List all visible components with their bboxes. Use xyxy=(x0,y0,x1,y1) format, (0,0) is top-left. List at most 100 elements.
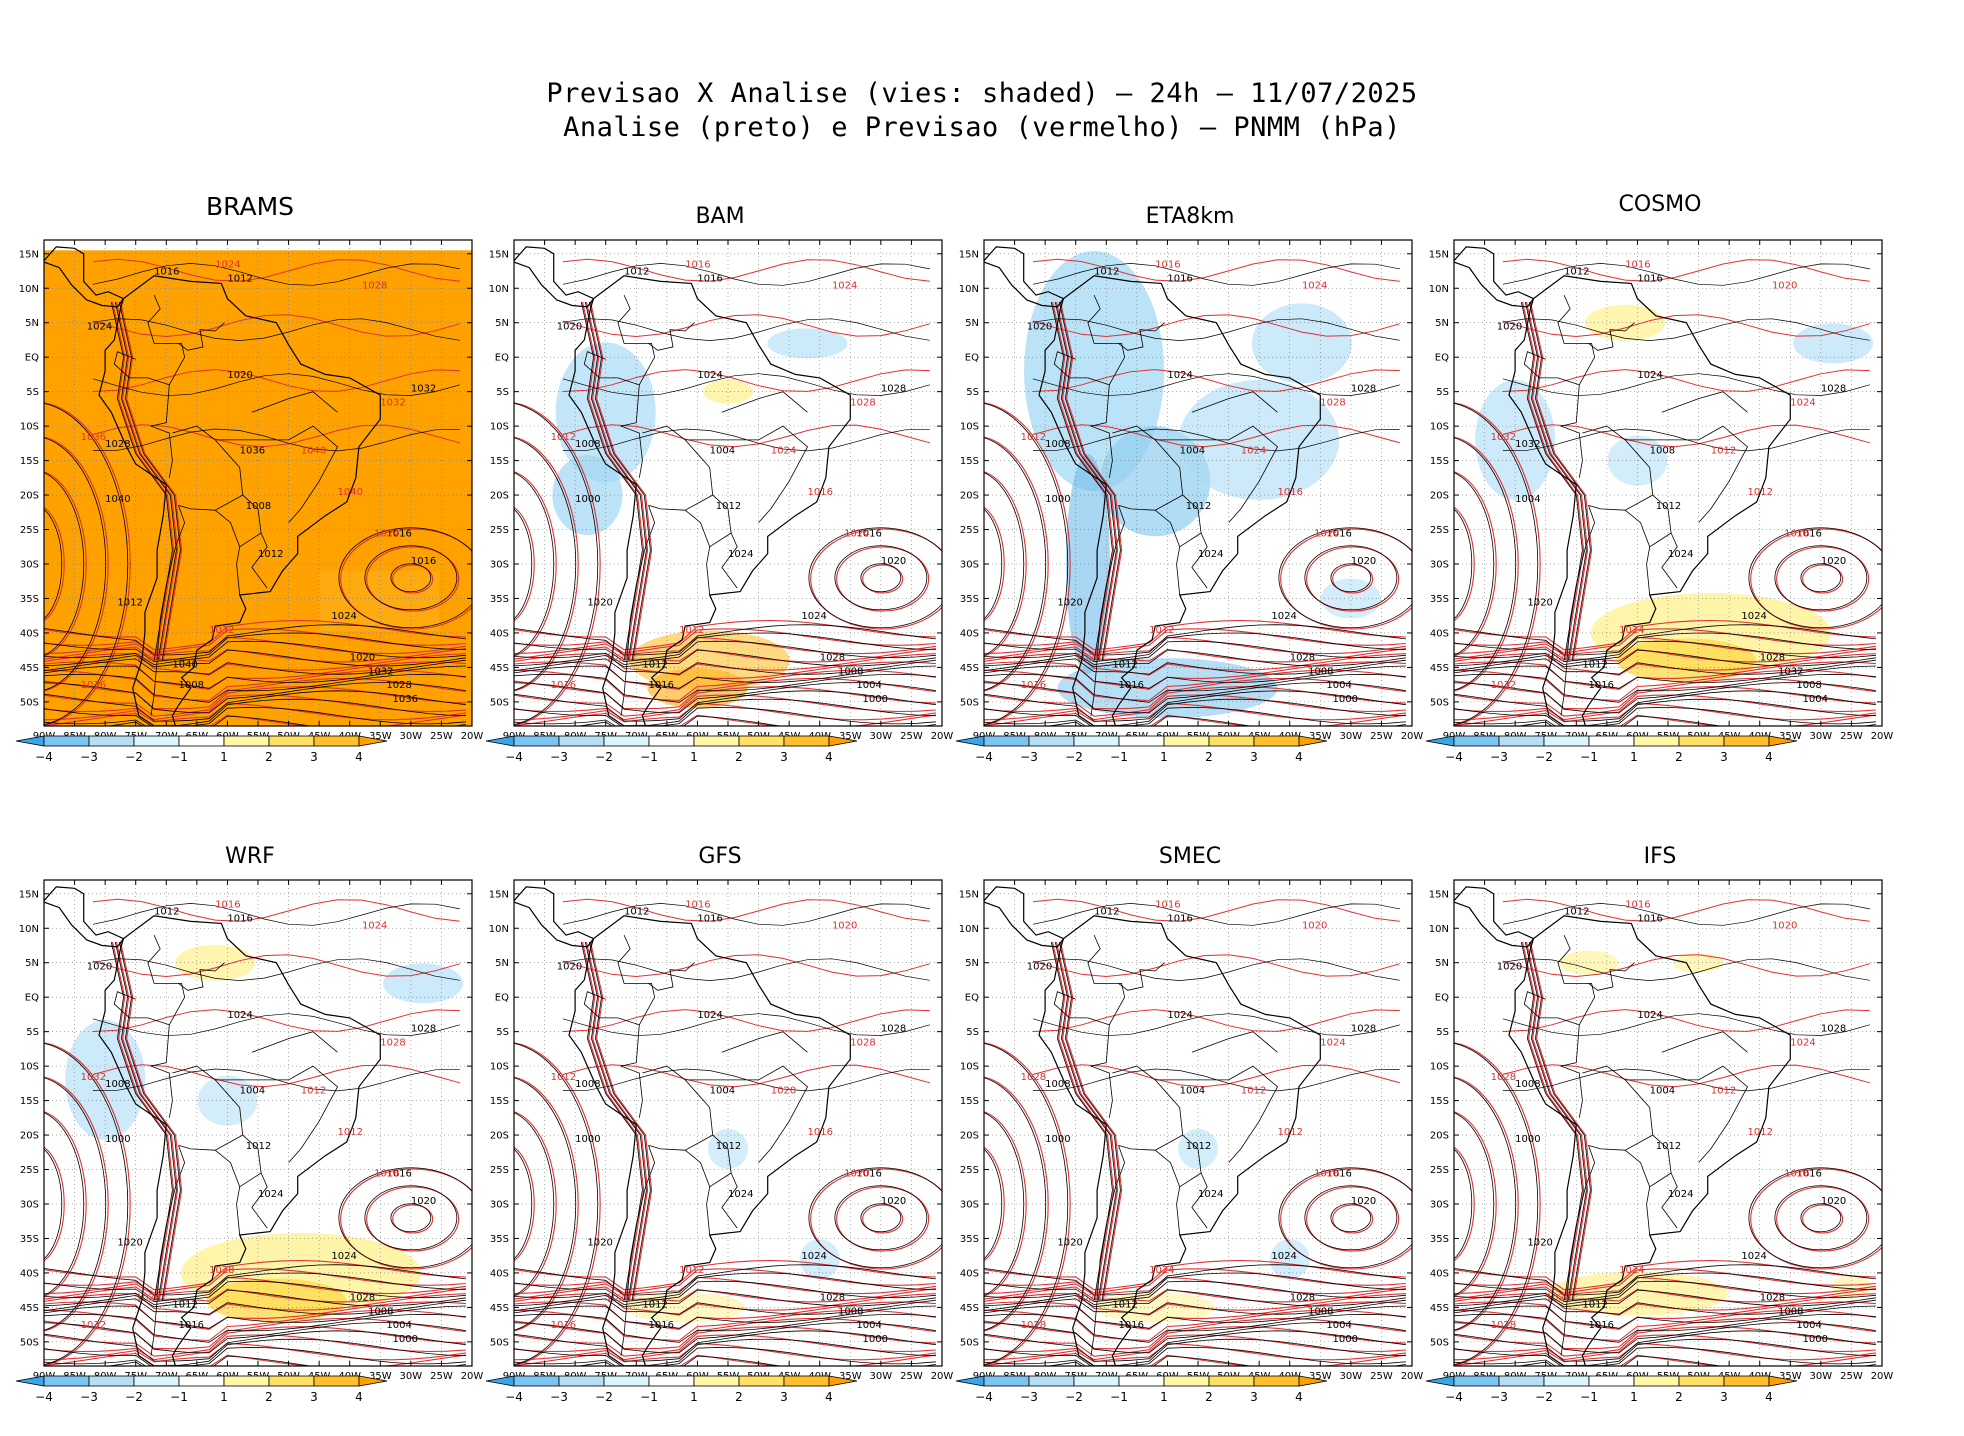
lat-tick-label: 10S xyxy=(490,422,509,433)
isobar-line xyxy=(44,698,466,726)
colorbar-segment xyxy=(1163,735,1210,747)
isobar-line xyxy=(1524,941,1587,1301)
isobar-line xyxy=(514,1305,936,1329)
isobar-line xyxy=(984,1272,1406,1303)
isobar-line xyxy=(514,402,601,726)
lat-tick-label: 25S xyxy=(1430,525,1449,536)
isobar-line xyxy=(1502,263,1870,286)
isobar-label-forecast: 1016 xyxy=(685,260,710,271)
isobar-line xyxy=(1516,1355,1876,1366)
country-border xyxy=(1625,425,1749,523)
isobar-line xyxy=(984,1301,1406,1330)
isobar-line xyxy=(390,563,432,593)
lon-tick-label: 25W xyxy=(430,731,453,742)
isobar-line xyxy=(562,903,930,926)
isobar-line xyxy=(562,314,930,337)
lat-tick-label: 10N xyxy=(1429,284,1449,295)
isobar-line xyxy=(44,471,87,657)
isobar-label: 1012 xyxy=(1582,1299,1607,1310)
isobar-line xyxy=(581,941,645,1301)
isobar-line xyxy=(44,506,65,622)
isobar-line xyxy=(1332,1204,1374,1234)
lat-tick-label: 25S xyxy=(490,1165,509,1176)
isobar-line xyxy=(1454,673,1876,703)
isobar-line xyxy=(118,941,181,1301)
country-border xyxy=(172,425,244,511)
map-plot: 1016101210241020103210281036104010081016… xyxy=(19,239,483,742)
isobar-label: 1016 xyxy=(154,266,179,277)
isobar-label-forecast: 1016 xyxy=(1155,900,1180,911)
isobar-label: 1016 xyxy=(1167,913,1192,924)
isobar-line xyxy=(392,564,434,594)
lat-tick-label: 35S xyxy=(20,594,39,605)
isobar-line xyxy=(44,1042,131,1366)
isobar-line xyxy=(984,1305,1406,1329)
colorbar-segment xyxy=(1253,735,1300,747)
isobar-label: 1012 xyxy=(642,1299,667,1310)
coastline xyxy=(1454,886,1535,948)
isobar-line xyxy=(1306,1186,1400,1252)
lat-tick-label: 45S xyxy=(490,1303,509,1314)
colorbar-label: −1 xyxy=(1110,1390,1128,1404)
isobar-line xyxy=(1502,424,1870,448)
isobar-label: 1008 xyxy=(838,666,863,677)
isobar-label: 1008 xyxy=(105,1079,130,1090)
isobar-line xyxy=(984,1313,1406,1343)
isobar-line xyxy=(1032,258,1400,282)
colorbar-segment xyxy=(43,735,90,747)
country-border xyxy=(1155,425,1279,523)
colorbar-segment xyxy=(313,1375,360,1387)
isobar-line xyxy=(1502,1009,1870,1032)
colorbar-segment xyxy=(1028,735,1075,747)
isobar-line xyxy=(584,941,647,1301)
colorbar-label: 3 xyxy=(310,1390,318,1404)
isobar-line xyxy=(1278,527,1412,629)
colorbar-segment xyxy=(1588,1375,1635,1387)
isobar-line xyxy=(984,673,1406,703)
isobar-line xyxy=(44,1298,466,1315)
isobar-label: 1020 xyxy=(587,1237,612,1248)
isobar-label: 1000 xyxy=(393,1334,418,1345)
isobar-label-forecast: 1028 xyxy=(1491,1320,1516,1331)
isobar-line xyxy=(562,258,930,282)
isobar-line xyxy=(1528,301,1591,661)
isobar-line xyxy=(1524,301,1587,661)
isobar-label: 1016 xyxy=(1637,913,1662,924)
isobar-label-forecast: 1024 xyxy=(215,260,240,271)
isobar-line xyxy=(514,506,535,622)
coastline xyxy=(514,246,595,308)
lat-tick-label: 15S xyxy=(490,1096,509,1107)
isobar-label: 1000 xyxy=(105,1134,130,1145)
isobar-label: 1028 xyxy=(350,1293,375,1304)
isobar-label-forecast: 1036 xyxy=(81,680,106,691)
isobar-line xyxy=(44,1322,466,1354)
isobar-label: 1008 xyxy=(1778,1306,1803,1317)
isobar-label: 1024 xyxy=(1668,549,1693,560)
isobar-label: 1024 xyxy=(697,370,722,381)
isobar-line xyxy=(1750,528,1882,630)
isobar-line xyxy=(514,1280,936,1306)
lat-tick-label: 15N xyxy=(959,889,979,900)
colorbar-label: −4 xyxy=(1445,1390,1463,1404)
colorbar-label: 1 xyxy=(690,750,698,764)
country-border xyxy=(1154,1134,1202,1188)
isobar-line xyxy=(984,1259,1406,1291)
lat-tick-label: 15N xyxy=(19,249,39,260)
isobar-line xyxy=(1304,545,1398,611)
isobar-label: 1012 xyxy=(1112,1299,1137,1310)
colorbar-label: 1 xyxy=(1160,750,1168,764)
isobar-label: 1020 xyxy=(1057,1237,1082,1248)
isobar-line xyxy=(984,1042,1069,1366)
isobar-line xyxy=(1454,640,1876,666)
isobar-line xyxy=(1454,1301,1876,1330)
colorbar-arrow-right xyxy=(1298,1375,1328,1387)
lat-tick-label: 10S xyxy=(1430,1062,1449,1073)
lon-tick-label: 25W xyxy=(900,1371,923,1382)
coastline xyxy=(44,246,125,308)
isobar-line xyxy=(1032,318,1400,341)
colorbar-label: 1 xyxy=(1160,1390,1168,1404)
isobar-label: 1020 xyxy=(1027,962,1052,973)
isobar-line xyxy=(1502,318,1870,341)
isobar-label: 1008 xyxy=(1650,446,1675,457)
isobar-label: 1016 xyxy=(1796,528,1821,539)
